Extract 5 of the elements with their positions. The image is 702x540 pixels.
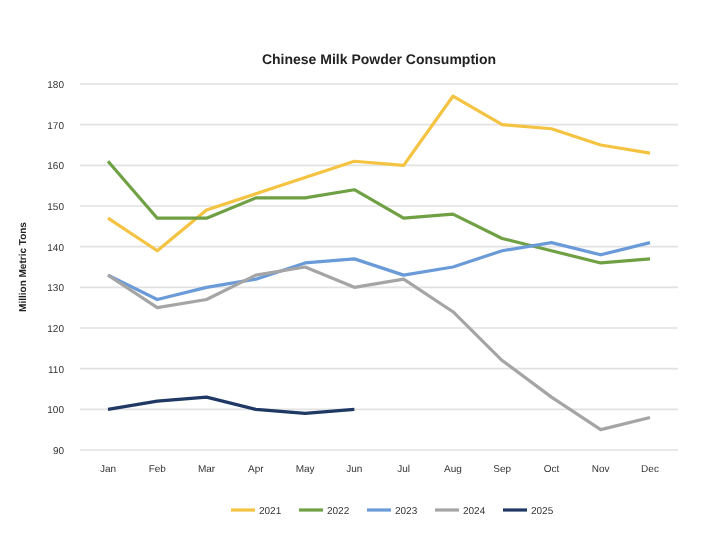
line-series [106, 395, 356, 415]
line-series [106, 94, 652, 253]
line-series [106, 241, 652, 302]
line-series [106, 265, 652, 432]
line-series [106, 159, 652, 265]
